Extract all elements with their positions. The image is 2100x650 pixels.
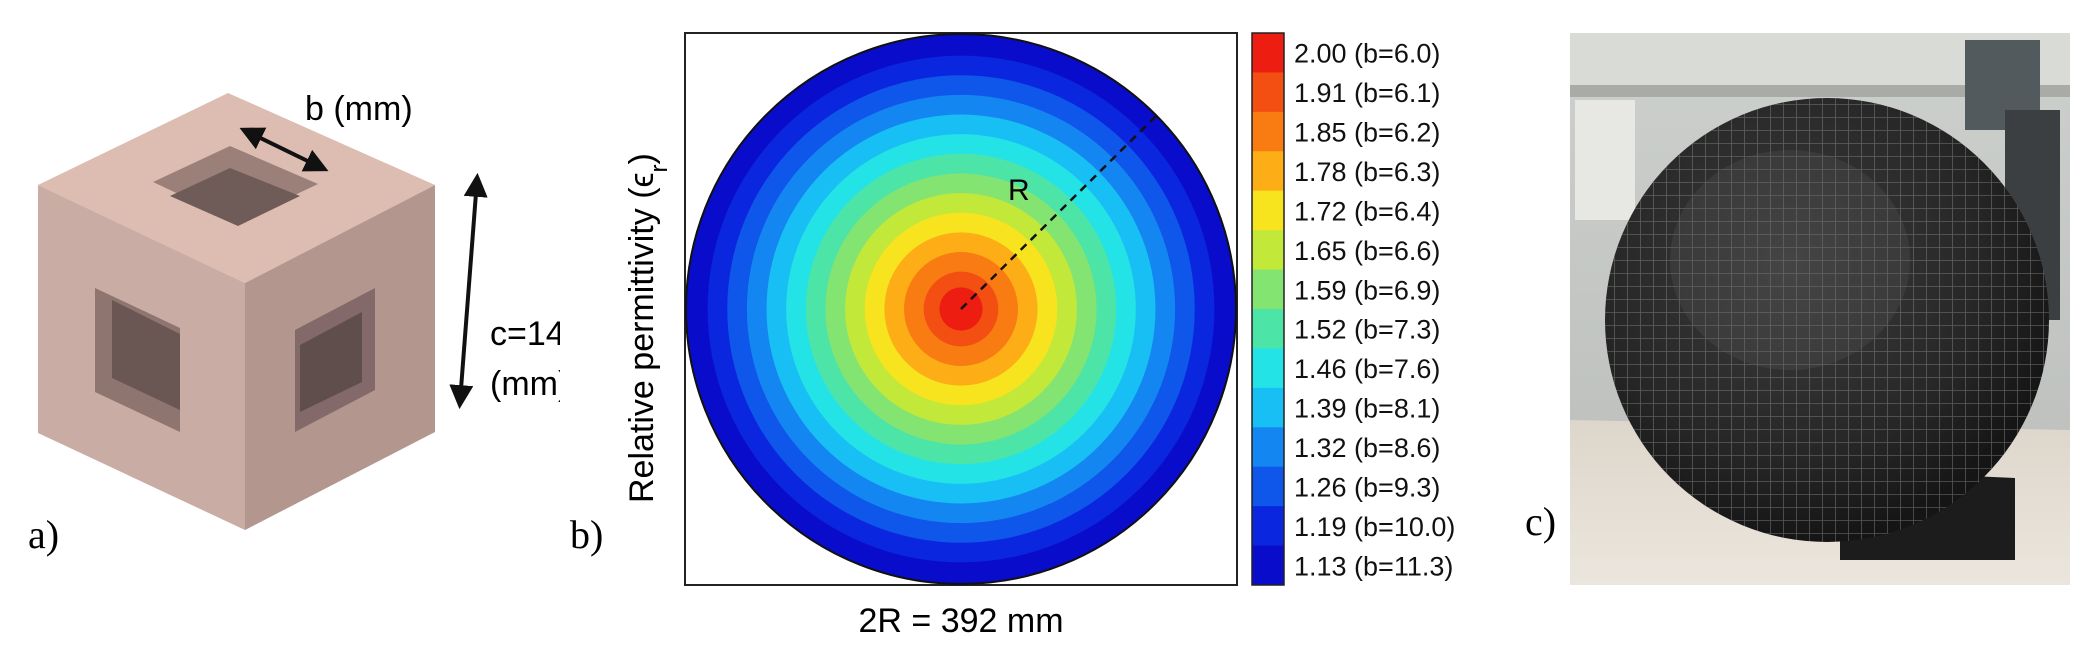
colorbar-label: 1.46 (b=7.6) [1294,354,1440,384]
right-hole-inner [300,312,362,412]
panel-b-label: b) [570,512,603,557]
hole-width-label: b (mm) [305,90,413,128]
y-axis-label: Relative permittivity (ϵr) [623,153,673,503]
colorbar-label: 1.59 (b=6.9) [1294,275,1440,305]
hole-width-arrow [239,127,329,172]
colorbar-swatch [1252,190,1284,231]
svg-text:Relative permittivity (ϵr): Relative permittivity (ϵr) [623,153,673,503]
colorbar-label: 1.91 (b=6.1) [1294,78,1440,108]
colorbar-label: 1.65 (b=6.6) [1294,236,1440,266]
cell-size-label-line2: (mm) [490,365,560,403]
top-hole-inner [170,168,300,226]
colorbar-swatch [1252,230,1284,271]
colorbar-label: 1.32 (b=8.6) [1294,433,1440,463]
colorbar-frame [1251,32,1285,586]
colorbar-label: 2.00 (b=6.0) [1294,39,1440,69]
colorbar-label: 1.39 (b=8.1) [1294,394,1440,424]
cell-size-label-line1: c=14 [490,315,560,353]
colorbar-label: 1.26 (b=9.3) [1294,472,1440,502]
colorbar-swatch [1252,387,1284,428]
colorbar-label: 1.52 (b=7.3) [1294,315,1440,345]
radius-line [960,114,1158,310]
panel-a-label: a) [28,512,59,557]
lens-photo [1570,33,2070,585]
colorbar-swatch [1252,151,1284,192]
colorbar-swatch [1252,348,1284,389]
colorbar-swatch [1252,269,1284,310]
colorbar-label: 1.13 (b=11.3) [1294,551,1453,581]
colorbar-swatch [1252,545,1284,586]
colorbar-swatch [1252,506,1284,547]
lens-outline [685,33,1237,585]
colorbar-swatch [1252,111,1284,152]
left-hole-inner [112,300,180,410]
colorbar-label: 1.78 (b=6.3) [1294,157,1440,187]
radius-label: R [1008,174,1030,207]
colorbar-swatch [1252,466,1284,507]
x-axis-label: 2R = 392 mm [858,602,1063,640]
colorbar-label: 1.72 (b=6.4) [1294,196,1440,226]
prototype-photo-panel: c) [1525,33,2070,585]
colorbar-label: 1.19 (b=10.0) [1294,512,1455,542]
panel-c-label: c) [1525,499,1556,544]
colorbar-swatch [1252,309,1284,349]
permittivity-panel: b) Relative permittivity (ϵr) R 2R = 392… [570,32,1455,640]
unit-cell-panel: b (mm) c=14 (mm) a) [28,90,560,557]
colorbar-label: 1.85 (b=6.2) [1294,118,1440,148]
colorbar-swatch [1252,33,1284,73]
colorbar-swatch [1252,72,1284,113]
unit-cell-cube [38,93,435,530]
colorbar-swatch [1252,427,1284,468]
colorbar: 2.00 (b=6.0) 1.91 (b=6.1) 1.85 (b=6.2) 1.78… [1251,32,1455,586]
cell-height-arrow [449,172,488,410]
